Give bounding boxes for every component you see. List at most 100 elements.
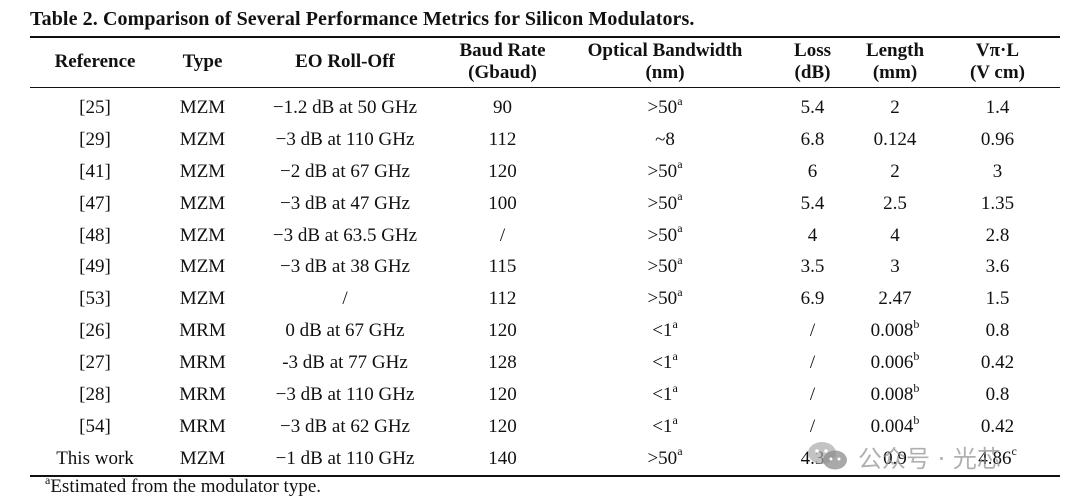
table-body: [25] MZM −1.2 dB at 50 GHz 90 >50a 5.4 2 1.4 [29… [30, 88, 1060, 476]
optical-bandwidth-cell-value: >50 [647, 224, 678, 246]
footnote-marker: b [913, 380, 920, 395]
comparison-table-container: Reference Type EO Roll-Off Baud Rate (Gbaud)… [30, 36, 1060, 477]
length-cell: 0.9 [855, 443, 935, 476]
reference-cell-value: [28] [79, 383, 111, 405]
column-header-line1: Loss [794, 40, 831, 61]
baud-rate-cell-value: 115 [488, 256, 517, 278]
column-header-line2: (Gbaud) [468, 62, 537, 83]
type-cell: MRM [160, 411, 245, 443]
length-cell-value: 4 [890, 224, 900, 246]
vpil-cell: 1.5 [935, 283, 1060, 315]
reference-cell-value: [49] [79, 256, 111, 278]
optical-bandwidth-cell: >50a [560, 443, 770, 476]
optical-bandwidth-cell: ~8 [560, 124, 770, 156]
footnote-marker: a [672, 412, 678, 427]
length-cell-value: 2 [890, 96, 900, 118]
type-cell-value: MZM [179, 160, 226, 182]
reference-cell-value: [25] [79, 96, 111, 118]
eo-rolloff-cell-value: −3 dB at 47 GHz [280, 192, 410, 214]
optical-bandwidth-cell-value: >50 [647, 256, 678, 278]
vpil-cell: 2.8 [935, 220, 1060, 252]
reference-cell: This work [30, 443, 160, 476]
optical-bandwidth-cell-value: <1 [652, 415, 673, 437]
eo-rolloff-cell: −3 dB at 47 GHz [245, 188, 445, 220]
reference-cell: [48] [30, 220, 160, 252]
type-cell-value: MRM [179, 352, 226, 374]
type-cell-value: MRM [179, 320, 226, 342]
type-cell: MZM [160, 188, 245, 220]
footnote-marker: c [1011, 444, 1017, 459]
length-cell-value: 2 [890, 160, 900, 182]
loss-cell-value: 6.8 [800, 128, 825, 150]
reference-cell-value: [41] [79, 160, 111, 182]
baud-rate-cell-value: / [499, 224, 506, 246]
vpil-cell-value: 2.8 [985, 224, 1010, 246]
baud-rate-cell-value: 100 [488, 192, 517, 214]
optical-bandwidth-cell-value: >50 [647, 447, 678, 469]
table-row: [26] MRM 0 dB at 67 GHz 120 <1a / 0.008b 0.8 [30, 315, 1060, 347]
eo-rolloff-cell-value: −3 dB at 110 GHz [275, 128, 415, 150]
baud-rate-cell-value: 112 [488, 128, 517, 150]
loss-cell-value: / [809, 383, 816, 405]
footnote-marker: b [913, 348, 920, 363]
loss-cell: / [770, 315, 855, 347]
loss-cell-value: / [809, 320, 816, 342]
type-cell: MZM [160, 124, 245, 156]
baud-rate-cell: 120 [445, 156, 560, 188]
length-cell-value: 0.006 [870, 352, 914, 374]
eo-rolloff-cell-value: −3 dB at 38 GHz [280, 256, 410, 278]
footnote-marker: b [913, 316, 920, 331]
eo-rolloff-cell: −3 dB at 38 GHz [245, 251, 445, 283]
length-cell-value: 2.5 [883, 192, 907, 214]
loss-cell-value: 4 [807, 224, 818, 246]
type-cell-value: MZM [179, 288, 226, 310]
footnote-marker: b [913, 412, 920, 427]
baud-rate-cell: 100 [445, 188, 560, 220]
eo-rolloff-cell: −3 dB at 63.5 GHz [245, 220, 445, 252]
type-cell: MZM [160, 156, 245, 188]
loss-cell-value: 5.4 [800, 96, 825, 118]
baud-rate-cell: 140 [445, 443, 560, 476]
vpil-cell-value: 3 [992, 160, 1003, 182]
column-header-line1: Optical Bandwidth [587, 40, 743, 61]
footnote-marker: a [672, 348, 678, 363]
optical-bandwidth-cell: >50a [560, 156, 770, 188]
baud-rate-cell: 115 [445, 251, 560, 283]
baud-rate-cell: 120 [445, 315, 560, 347]
footnote-marker: a [677, 189, 683, 204]
optical-bandwidth-cell-value: <1 [652, 383, 673, 405]
length-cell: 2 [855, 156, 935, 188]
footnote-marker: a [677, 93, 683, 108]
table-row: [28] MRM −3 dB at 110 GHz 120 <1a / 0.008b 0.8 [30, 379, 1060, 411]
length-cell: 0.008b [855, 379, 935, 411]
baud-rate-cell-value: 112 [488, 288, 517, 310]
vpil-cell-value: 0.8 [985, 383, 1010, 405]
vpil-cell: 4.86c [935, 443, 1060, 476]
loss-cell: / [770, 379, 855, 411]
header-row: Reference Type EO Roll-Off Baud Rate (Gbaud)… [30, 37, 1060, 88]
footnote-marker: a [677, 221, 683, 236]
type-cell-value: MZM [179, 128, 226, 150]
reference-cell: [26] [30, 315, 160, 347]
type-cell: MZM [160, 251, 245, 283]
vpil-cell: 1.35 [935, 188, 1060, 220]
loss-cell: 5.4 [770, 88, 855, 124]
table-row: [47] MZM −3 dB at 47 GHz 100 >50a 5.4 2.5 1.35 [30, 188, 1060, 220]
optical-bandwidth-cell: <1a [560, 411, 770, 443]
eo-rolloff-cell: −1.2 dB at 50 GHz [245, 88, 445, 124]
baud-rate-cell: 120 [445, 411, 560, 443]
reference-cell: [54] [30, 411, 160, 443]
column-header-line1: Reference [54, 51, 136, 72]
type-cell-value: MZM [179, 447, 226, 469]
optical-bandwidth-cell-value: <1 [652, 352, 673, 374]
eo-rolloff-cell-value: −3 dB at 62 GHz [280, 415, 410, 437]
vpil-cell: 0.8 [935, 379, 1060, 411]
length-cell: 0.006b [855, 347, 935, 379]
vpil-cell: 0.42 [935, 411, 1060, 443]
table-row: [49] MZM −3 dB at 38 GHz 115 >50a 3.5 3 3.6 [30, 251, 1060, 283]
reference-cell-value: [26] [79, 320, 111, 342]
length-cell-value: 0.124 [873, 128, 917, 150]
table-header: Reference Type EO Roll-Off Baud Rate (Gbaud)… [30, 37, 1060, 88]
reference-cell-value: [47] [79, 192, 111, 214]
watermark-text: 公众号 · 光芯 [858, 444, 1001, 473]
